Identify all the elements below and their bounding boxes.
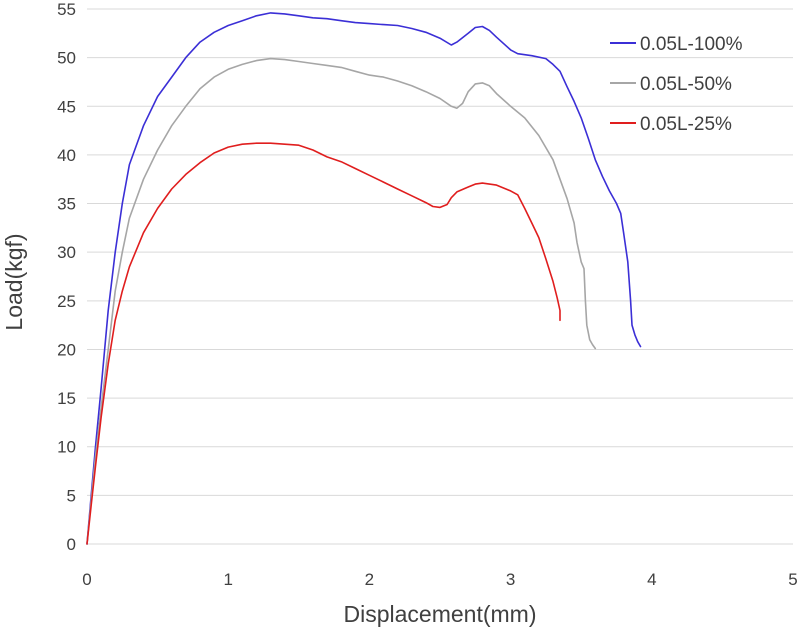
- x-axis-title: Displacement(mm): [344, 601, 537, 627]
- y-tick-label: 50: [57, 49, 76, 68]
- y-tick-label: 0: [67, 535, 76, 554]
- series-lines: [86, 12, 642, 545]
- x-tick-label: 2: [365, 570, 374, 589]
- y-tick-label: 20: [57, 340, 76, 359]
- y-tick-label: 35: [57, 195, 76, 214]
- y-tick-label: 45: [57, 97, 76, 116]
- y-tick-label: 15: [57, 389, 76, 408]
- y-tick-label: 30: [57, 243, 76, 262]
- legend: 0.05L-100% 0.05L-50% 0.05L-25%: [610, 34, 743, 135]
- series-line-1: [86, 12, 642, 545]
- y-tick-label: 5: [67, 486, 76, 505]
- x-tick-label: 3: [506, 570, 515, 589]
- y-tick-label: 40: [57, 146, 76, 165]
- legend-label-2: 0.05L-50%: [640, 74, 732, 95]
- y-tick-label: 10: [57, 438, 76, 457]
- x-tick-label: 1: [223, 570, 232, 589]
- y-tick-label: 55: [57, 0, 76, 19]
- x-tick-label: 4: [647, 570, 656, 589]
- y-tick-label: 25: [57, 292, 76, 311]
- legend-label-1: 0.05L-100%: [640, 34, 743, 55]
- x-tick-label: 0: [82, 570, 91, 589]
- series-line-2: [86, 57, 597, 545]
- series-line-3: [86, 142, 561, 545]
- grid: [87, 8, 793, 496]
- x-tick-label: 5: [788, 570, 797, 589]
- y-axis-title: Load(kgf): [1, 233, 27, 330]
- legend-label-3: 0.05L-25%: [640, 114, 732, 135]
